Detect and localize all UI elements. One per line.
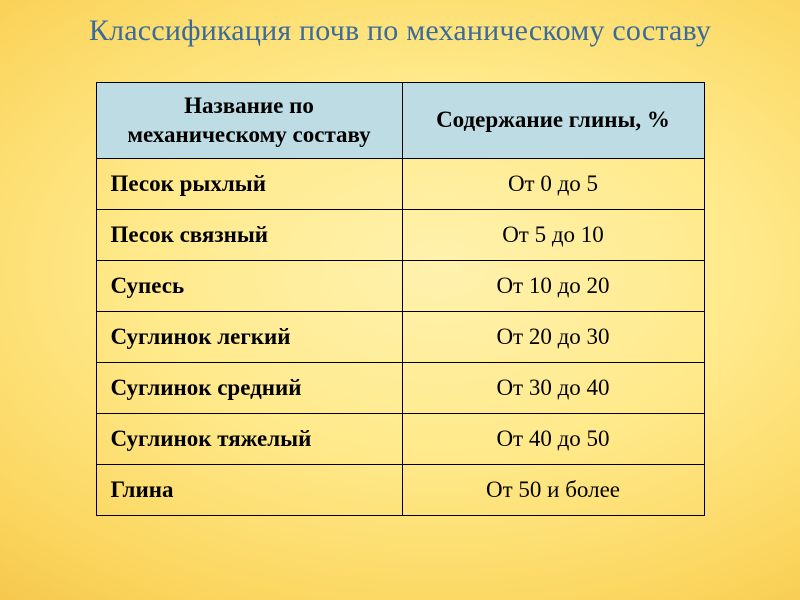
cell-name: Суглинок средний xyxy=(96,363,402,414)
table-row: Песок связный От 5 до 10 xyxy=(96,210,704,261)
column-header-name: Название по механическому составу xyxy=(96,83,402,159)
table-row: Суглинок тяжелый От 40 до 50 xyxy=(96,414,704,465)
cell-value: От 50 и более xyxy=(402,465,704,516)
cell-name: Песок связный xyxy=(96,210,402,261)
cell-name: Супесь xyxy=(96,261,402,312)
table-container: Название по механическому составу Содерж… xyxy=(0,82,800,516)
cell-value: От 0 до 5 xyxy=(402,159,704,210)
cell-name: Глина xyxy=(96,465,402,516)
cell-value: От 40 до 50 xyxy=(402,414,704,465)
cell-name: Песок рыхлый xyxy=(96,159,402,210)
cell-name: Суглинок легкий xyxy=(96,312,402,363)
cell-name: Суглинок тяжелый xyxy=(96,414,402,465)
cell-value: От 10 до 20 xyxy=(402,261,704,312)
table-row: Супесь От 10 до 20 xyxy=(96,261,704,312)
table-row: Суглинок легкий От 20 до 30 xyxy=(96,312,704,363)
cell-value: От 5 до 10 xyxy=(402,210,704,261)
column-header-value: Содержание глины, % xyxy=(402,83,704,159)
table-row: Глина От 50 и более xyxy=(96,465,704,516)
cell-value: От 30 до 40 xyxy=(402,363,704,414)
table-row: Песок рыхлый От 0 до 5 xyxy=(96,159,704,210)
cell-value: От 20 до 30 xyxy=(402,312,704,363)
soil-table: Название по механическому составу Содерж… xyxy=(96,82,705,516)
table-row: Суглинок средний От 30 до 40 xyxy=(96,363,704,414)
table-header-row: Название по механическому составу Содерж… xyxy=(96,83,704,159)
page-title: Классификация почв по механическому сост… xyxy=(0,0,800,48)
